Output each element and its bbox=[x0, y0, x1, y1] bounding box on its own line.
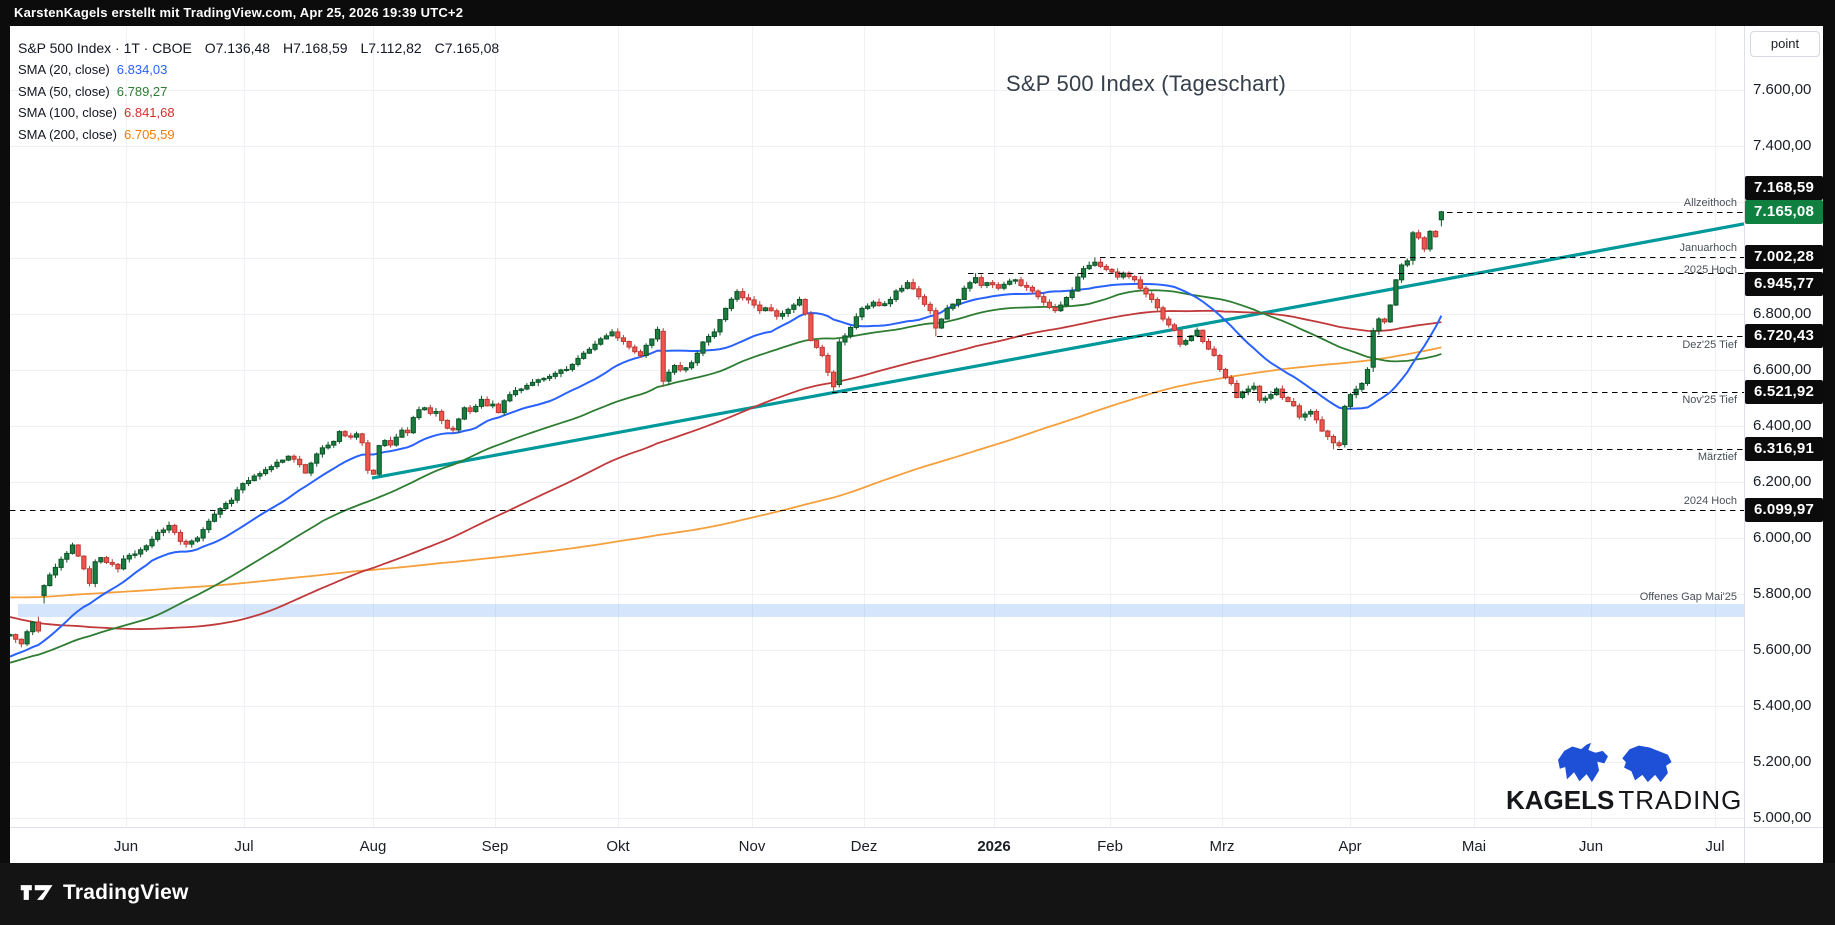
price-level-badge: 6.720,43 bbox=[1745, 324, 1823, 348]
time-axis-tick[interactable]: Jul bbox=[1705, 838, 1725, 855]
bear-icon bbox=[1622, 745, 1672, 783]
price-axis-tick[interactable]: 5.000,00 bbox=[1753, 809, 1812, 826]
axis-unit-box: point bbox=[1750, 31, 1820, 57]
price-level-badge: 6.521,92 bbox=[1745, 380, 1823, 404]
time-axis-tick[interactable]: Jun bbox=[113, 838, 139, 855]
price-axis-tick[interactable]: 6.200,00 bbox=[1753, 473, 1812, 490]
axis-unit-label: point bbox=[1770, 36, 1800, 51]
level-annotation: 2025 Hoch bbox=[1683, 264, 1737, 276]
kagels-trading-logo: KAGELS TRADING bbox=[1506, 742, 1741, 816]
time-axis-divider bbox=[10, 827, 1823, 828]
price-axis-tick[interactable]: 6.000,00 bbox=[1753, 529, 1812, 546]
attribution-text: KarstenKagels erstellt mit TradingView.c… bbox=[14, 5, 464, 20]
gap-annotation: Offenes Gap Mai'25 bbox=[1639, 591, 1737, 603]
chart-card: point S&P 500 Index · 1T · CBOE O7.136,4… bbox=[10, 26, 1823, 863]
sma100-label: SMA (100, close) bbox=[18, 105, 117, 120]
sma20-legend-row[interactable]: SMA (20, close) 6.834,03 bbox=[18, 59, 499, 81]
sma50-value: 6.789,27 bbox=[116, 83, 168, 99]
level-annotation: 2024 Hoch bbox=[1683, 495, 1737, 507]
price-axis-tick[interactable]: 7.400,00 bbox=[1753, 136, 1812, 154]
price-axis-tick[interactable]: 6.800,00 bbox=[1753, 305, 1812, 322]
price-level-badge: 6.945,77 bbox=[1745, 272, 1823, 296]
sma100-value: 6.841,68 bbox=[124, 105, 175, 120]
price-axis-tick[interactable]: 5.800,00 bbox=[1753, 585, 1812, 602]
sma20-label: SMA (20, close) bbox=[18, 62, 110, 77]
ohlc-high: H7.168,59 bbox=[282, 40, 348, 56]
chart-title: S&P 500 Index (Tageschart) bbox=[1006, 71, 1286, 96]
time-axis-tick[interactable]: Dez bbox=[850, 838, 878, 855]
time-axis-tick[interactable]: Jul bbox=[234, 838, 254, 855]
level-annotation: Dez'25 Tief bbox=[1682, 339, 1737, 351]
level-annotation: Märztief bbox=[1697, 451, 1737, 463]
sma200-legend-row[interactable]: SMA (200, close) 6.705,59 bbox=[18, 124, 499, 146]
kagels-word-bold: KAGELS bbox=[1506, 785, 1615, 815]
price-axis-tick[interactable]: 5.600,00 bbox=[1753, 641, 1812, 658]
time-axis-tick[interactable]: Aug bbox=[359, 838, 387, 855]
price-level-badge: 6.316,91 bbox=[1745, 437, 1823, 461]
level-annotation: Nov'25 Tief bbox=[1682, 394, 1737, 406]
price-level-badge: 7.165,08 bbox=[1745, 200, 1823, 224]
sma200-label: SMA (200, close) bbox=[18, 126, 117, 142]
attribution-bar: KarstenKagels erstellt mit TradingView.c… bbox=[0, 0, 1835, 26]
price-level-badge: 7.168,59 bbox=[1745, 176, 1823, 200]
time-axis-tick[interactable]: 2026 bbox=[977, 838, 1011, 855]
kagels-word-light: TRADING bbox=[1618, 785, 1743, 815]
time-axis-tick[interactable]: Mai bbox=[1461, 838, 1487, 855]
price-axis-divider bbox=[1744, 26, 1745, 863]
bull-icon bbox=[1558, 742, 1608, 783]
price-level-badge: 6.099,97 bbox=[1745, 498, 1823, 522]
sma100-legend-row[interactable]: SMA (100, close) 6.841,68 bbox=[18, 102, 499, 124]
bull-bear-icons bbox=[1506, 742, 1724, 784]
level-annotation: Allzeithoch bbox=[1683, 197, 1737, 209]
kagels-wordmark: KAGELS TRADING bbox=[1506, 785, 1741, 816]
ohlc-low: L7.112,82 bbox=[360, 40, 422, 56]
time-axis-tick[interactable]: Feb bbox=[1097, 838, 1123, 855]
ohlc-close: C7.165,08 bbox=[434, 40, 500, 56]
sma50-legend-row[interactable]: SMA (50, close) 6.789,27 bbox=[18, 81, 499, 103]
price-axis-tick[interactable]: 6.600,00 bbox=[1753, 361, 1812, 378]
sma200-value: 6.705,59 bbox=[124, 126, 175, 142]
time-axis-tick[interactable]: Okt bbox=[606, 838, 630, 855]
tradingview-footer-bar: TradingView bbox=[0, 863, 1835, 925]
time-axis-tick[interactable]: Apr bbox=[1338, 838, 1362, 855]
price-axis-tick[interactable]: 5.400,00 bbox=[1753, 697, 1812, 714]
ohlc-open: O7.136,48 bbox=[204, 40, 271, 56]
tradingview-label: TradingView bbox=[63, 880, 189, 904]
time-axis-tick[interactable]: Sep bbox=[481, 838, 509, 855]
chart-legend: S&P 500 Index · 1T · CBOE O7.136,48 H7.1… bbox=[18, 37, 499, 145]
sma20-value: 6.834,03 bbox=[116, 62, 168, 77]
price-chart-canvas[interactable] bbox=[10, 26, 1744, 827]
time-axis-tick[interactable]: Nov bbox=[738, 838, 766, 855]
price-axis-tick[interactable]: 7.600,00 bbox=[1753, 80, 1812, 98]
sma50-label: SMA (50, close) bbox=[18, 83, 110, 99]
symbol-name: S&P 500 Index · 1T · CBOE bbox=[18, 40, 192, 56]
symbol-legend-row[interactable]: S&P 500 Index · 1T · CBOE O7.136,48 H7.1… bbox=[18, 37, 499, 59]
price-axis-tick[interactable]: 5.200,00 bbox=[1753, 753, 1812, 770]
tradingview-icon bbox=[20, 885, 53, 900]
tradingview-logo[interactable]: TradingView bbox=[20, 879, 189, 906]
price-level-badge: 7.002,28 bbox=[1745, 245, 1823, 269]
time-axis-tick[interactable]: Jun bbox=[1578, 838, 1604, 855]
time-axis-tick[interactable]: Mrz bbox=[1209, 838, 1235, 855]
price-axis-tick[interactable]: 6.400,00 bbox=[1753, 417, 1812, 434]
level-annotation: Januarhoch bbox=[1679, 242, 1738, 254]
